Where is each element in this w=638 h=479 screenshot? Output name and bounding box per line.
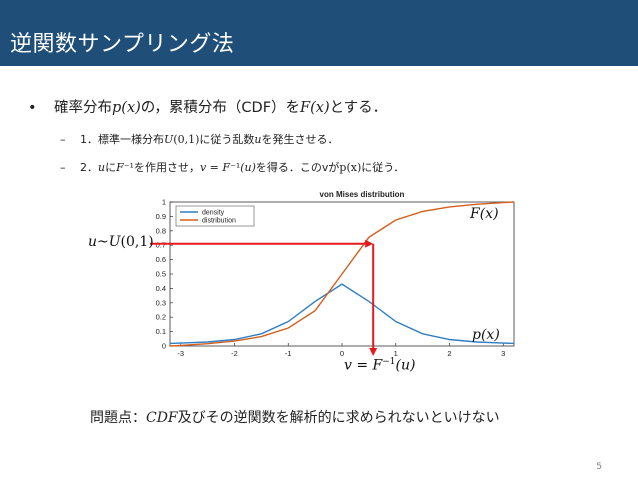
Fx-label: F(x) — [470, 206, 499, 222]
main-bullet: • 確率分布p(x)の，累積分布（CDF）をF(x)とする． — [28, 96, 387, 117]
sub1-math-range: (0,1) — [173, 133, 200, 146]
x-tick-label: 2 — [447, 349, 451, 358]
sub2-text-1: 2． — [80, 161, 98, 174]
x-tick-label: -1 — [285, 349, 292, 358]
u-arrow-head — [365, 239, 374, 248]
u-label-range: (0,1) — [120, 234, 154, 250]
u-label-main: u~U — [88, 234, 121, 250]
sub1-math-u: u — [254, 133, 262, 146]
y-tick-label: 0.4 — [156, 284, 166, 293]
y-tick-label: 0 — [162, 342, 166, 351]
sub2-math-v: v = F — [199, 161, 231, 174]
y-tick-label: 0.8 — [156, 226, 166, 235]
y-tick-label: 0.6 — [156, 255, 166, 264]
slide-title: 逆関数サンプリング法 — [10, 32, 235, 57]
problem-prefix: 問題点： — [90, 410, 146, 426]
x-tick-label: -2 — [231, 349, 238, 358]
sub1-math-U: U — [164, 133, 174, 146]
x-tick-label: 3 — [501, 349, 505, 358]
v-label: v = F−1(u) — [344, 357, 416, 374]
px-label: p(x) — [472, 327, 500, 343]
bullet-marker: • — [28, 100, 37, 116]
x-tick-label: -3 — [177, 349, 184, 358]
legend-label-distribution: distribution — [202, 218, 236, 225]
y-tick-label: 1 — [162, 198, 166, 207]
main-bullet-text-3: とする． — [329, 100, 388, 116]
sub1-text-2: に従う乱数 — [199, 133, 255, 146]
main-bullet-math-px: p(x) — [112, 100, 141, 116]
sub-bullet-2: –2．uにF⁻¹を作用させ，v = F⁻¹(u)を得る．このvがp(x)に従う． — [60, 159, 404, 175]
y-tick-label: 0.3 — [156, 298, 166, 307]
chart-title: von Mises distribution — [320, 190, 405, 199]
u-label: u~U(0,1) — [88, 234, 154, 250]
sub2-math-px: p(x) — [339, 161, 362, 174]
y-tick-label: 0.9 — [156, 212, 166, 221]
sub2-text-5: が — [328, 161, 340, 174]
main-bullet-text-1: 確率分布 — [54, 100, 112, 116]
y-tick-label: 0.5 — [156, 270, 166, 279]
series-density-line — [169, 283, 515, 345]
sub2-text-2: に — [105, 161, 117, 174]
sub2-math-inv2: ⁻¹ — [230, 161, 241, 174]
sub2-math-u: u — [98, 161, 106, 174]
v-label-main: v = F — [344, 357, 383, 374]
sub-bullet-1: – 1．標準一様分布U(0,1)に従う乱数uを発生させる． — [60, 131, 338, 147]
v-label-sup: −1 — [382, 357, 396, 367]
v-arrow-head — [369, 348, 378, 356]
plot-area — [169, 201, 515, 347]
sub2-math-F: F — [116, 161, 124, 174]
main-bullet-math-Fx: F(x) — [300, 100, 330, 116]
series-distribution-line — [169, 201, 515, 347]
page-number: 5 — [596, 462, 602, 472]
sub2-math-u2: (u) — [240, 161, 256, 174]
legend-box — [175, 205, 255, 227]
sub2-text-4: を得る．このv — [255, 161, 329, 174]
y-tick-label: 0.2 — [156, 313, 166, 322]
sub2-text-6: に従う． — [361, 161, 405, 174]
sub-bullet-marker: – — [60, 133, 66, 146]
sub1-text-3: を発生させる． — [261, 133, 339, 146]
problem-rest: 及びその逆関数を解析的に求められないといけない — [177, 410, 500, 426]
sub1-text-1: 1．標準一様分布 — [80, 133, 164, 146]
main-bullet-text-2: の，累積分布（CDF）を — [140, 100, 301, 116]
v-label-arg: (u) — [395, 357, 416, 374]
legend-label-density: density — [202, 210, 225, 217]
sub2-text-3: を作用させ， — [133, 161, 200, 174]
title-bar: 逆関数サンプリング法 — [0, 0, 638, 66]
problem-cdf: CDF — [146, 410, 178, 426]
y-tick-label: 0.1 — [156, 327, 166, 336]
problem-statement: 問題点：CDF及びその逆関数を解析的に求められないといけない — [90, 407, 500, 427]
y-tick-label: 0.7 — [156, 241, 166, 250]
sub2-math-inv: ⁻¹ — [123, 161, 134, 174]
sub-bullet-marker: – — [60, 161, 66, 174]
